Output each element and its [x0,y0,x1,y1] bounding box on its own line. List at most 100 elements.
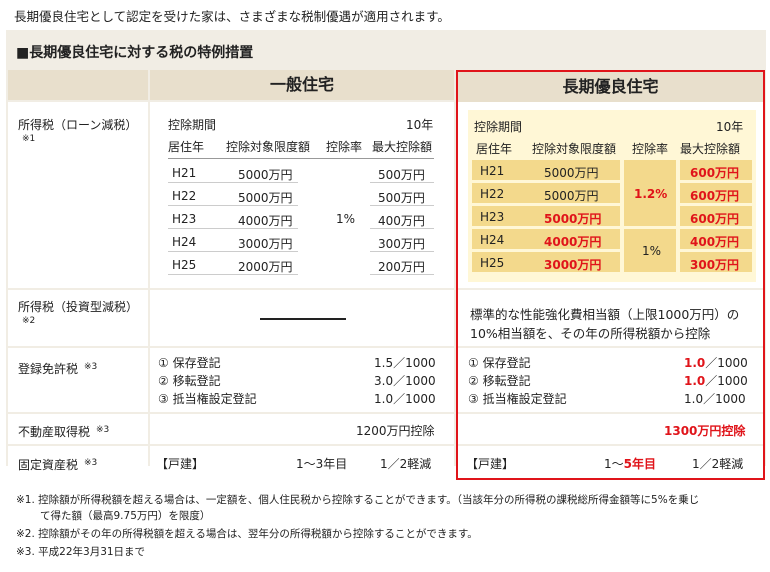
long-col-limit: 控除対象限度額 [532,142,617,156]
long-row-bg [472,206,620,226]
long-invest-text-1: 標準的な性能強化費相当額（上限1000万円）の [470,307,740,322]
general-invest-cell [150,290,454,346]
row-rule [168,251,298,252]
long-col-rate: 控除率 [632,142,669,156]
footnote-1-cont: て得た額（最高9.75万円）を限度） [40,510,211,522]
long-row-limit: 4000万円 [544,235,602,249]
registration-item: ② 移転登記 [158,374,221,388]
long-rate-bg [624,160,676,226]
general-col-year: 居住年 [168,140,205,154]
registration-item: ③ 抵当権設定登記 [468,392,567,406]
long-row-year: H23 [480,210,505,224]
property-note: ※3 [84,458,98,468]
row-rule [168,182,298,183]
long-rate-enhanced: 1.2% [634,187,668,201]
registration-item: ① 保存登記 [158,356,221,370]
row-rule [168,228,298,229]
income-loan-note: ※1 [22,134,36,144]
long-col-year: 居住年 [476,142,513,156]
footnote-1: ※1. 控除額が所得税額を超える場合は、一定額を、個人住民税から控除することがで… [16,494,700,506]
header-blank [8,70,148,100]
footnote-3: ※3. 平成22年3月31日まで [16,546,146,558]
registration-note: ※3 [84,362,98,372]
long-property-years-prefix: 1～ [604,457,624,471]
intro-text: 長期優良住宅として認定を受けた家は、さまざまな税制優遇が適用されます。 [14,9,450,24]
general-row-max: 400万円 [378,214,425,228]
income-invest-note: ※2 [22,316,36,326]
registration-label: 登録免許税 [18,362,79,376]
general-row-limit: 3000万円 [238,237,293,251]
income-loan-label-cell: 所得税（ローン減税） ※1 [8,102,148,288]
general-property-reduction: 1／2軽減 [380,457,432,471]
general-row-year: H22 [172,189,197,203]
general-row-max: 300万円 [378,237,425,251]
general-row-year: H23 [172,212,197,226]
row-rule [168,274,298,275]
long-loan-cell: 控除期間 10年 居住年 控除対象限度額 控除率 最大控除額 H21 5000万… [458,102,763,288]
general-period-value: 10年 [406,118,434,132]
long-registration-cell: ① 保存登記 ② 移転登記 ③ 抵当権設定登記 1.0／1000 1.0／100… [458,348,763,412]
general-row-limit: 2000万円 [238,260,293,274]
long-row-max: 400万円 [690,235,740,249]
long-period-label: 控除期間 [474,120,523,134]
general-row-max: 500万円 [378,168,425,182]
row-rule [168,205,298,206]
general-period-label: 控除期間 [168,118,217,132]
long-header: 長期優良住宅 [458,72,763,102]
registration-label-cell: 登録免許税 ※3 [8,348,148,412]
long-property-years: 5年目 [623,457,656,471]
long-row-max: 600万円 [690,189,740,203]
general-row-year: H25 [172,258,197,272]
registration-long-num: 1.0 [684,374,706,388]
long-acquisition-value: 1300万円控除 [664,424,746,438]
registration-item: ③ 抵当権設定登記 [158,392,257,406]
long-row-bg [680,160,752,180]
general-acquisition-cell: 1200万円控除 [150,414,454,444]
long-invest-text-2: 10%相当額を、その年の所得税額から控除 [470,326,711,341]
general-col-rate: 控除率 [326,140,363,154]
acquisition-label-cell: 不動産取得税 ※3 [8,414,148,444]
general-row-max: 200万円 [378,260,425,274]
income-invest-label: 所得税（投資型減税） [18,300,139,314]
long-row-limit: 3000万円 [544,258,602,272]
property-label: 固定資産税 [18,458,79,472]
row-rule [370,182,434,183]
general-row-limit: 5000万円 [238,168,293,182]
long-row-bg [680,229,752,249]
long-property-reduction: 1／2軽減 [692,457,744,471]
general-header: 一般住宅 [150,70,454,100]
long-row-limit: 5000万円 [544,166,599,180]
property-kind: 【戸建】 [156,457,205,471]
long-row-max: 300万円 [690,258,740,272]
registration-long-num: 1.0 [684,356,706,370]
row-rule [370,274,434,275]
long-row-bg [680,252,752,272]
long-row-bg [472,160,620,180]
footnote-2: ※2. 控除額がその年の所得税額を超える場合は、翌年分の所得税額から控除すること… [16,528,478,540]
long-row-max: 600万円 [690,212,740,226]
general-row-limit: 5000万円 [238,191,293,205]
long-row-bg [472,229,620,249]
general-loan-cell: 控除期間 10年 居住年 控除対象限度額 控除率 最大控除額 H21 5000万… [150,102,454,288]
general-rate: 1% [336,212,356,226]
long-rate-standard: 1% [642,244,662,258]
general-row-max: 500万円 [378,191,425,205]
registration-general-value: 1.5／1000 [374,356,436,370]
registration-general-value: 1.0／1000 [374,392,436,406]
long-row-bg [472,252,620,272]
property-label-cell: 固定資産税 ※3 [8,446,148,478]
income-invest-label-cell: 所得税（投資型減税） ※2 [8,290,148,346]
long-property-cell: 【戸建】 1～5年目 1／2軽減 [458,446,763,478]
long-row-year: H22 [480,187,505,201]
long-row-bg [680,183,752,203]
not-applicable-dash [260,318,346,320]
long-row-bg [472,183,620,203]
registration-item: ② 移転登記 [468,374,531,388]
long-row-year: H21 [480,164,505,178]
long-row-year: H25 [480,256,505,270]
long-row-year: H24 [480,233,505,247]
long-row-limit: 5000万円 [544,212,602,226]
long-row-max: 600万円 [690,166,740,180]
general-header-rule [168,158,434,159]
registration-long-den: ／1000 [705,356,748,370]
